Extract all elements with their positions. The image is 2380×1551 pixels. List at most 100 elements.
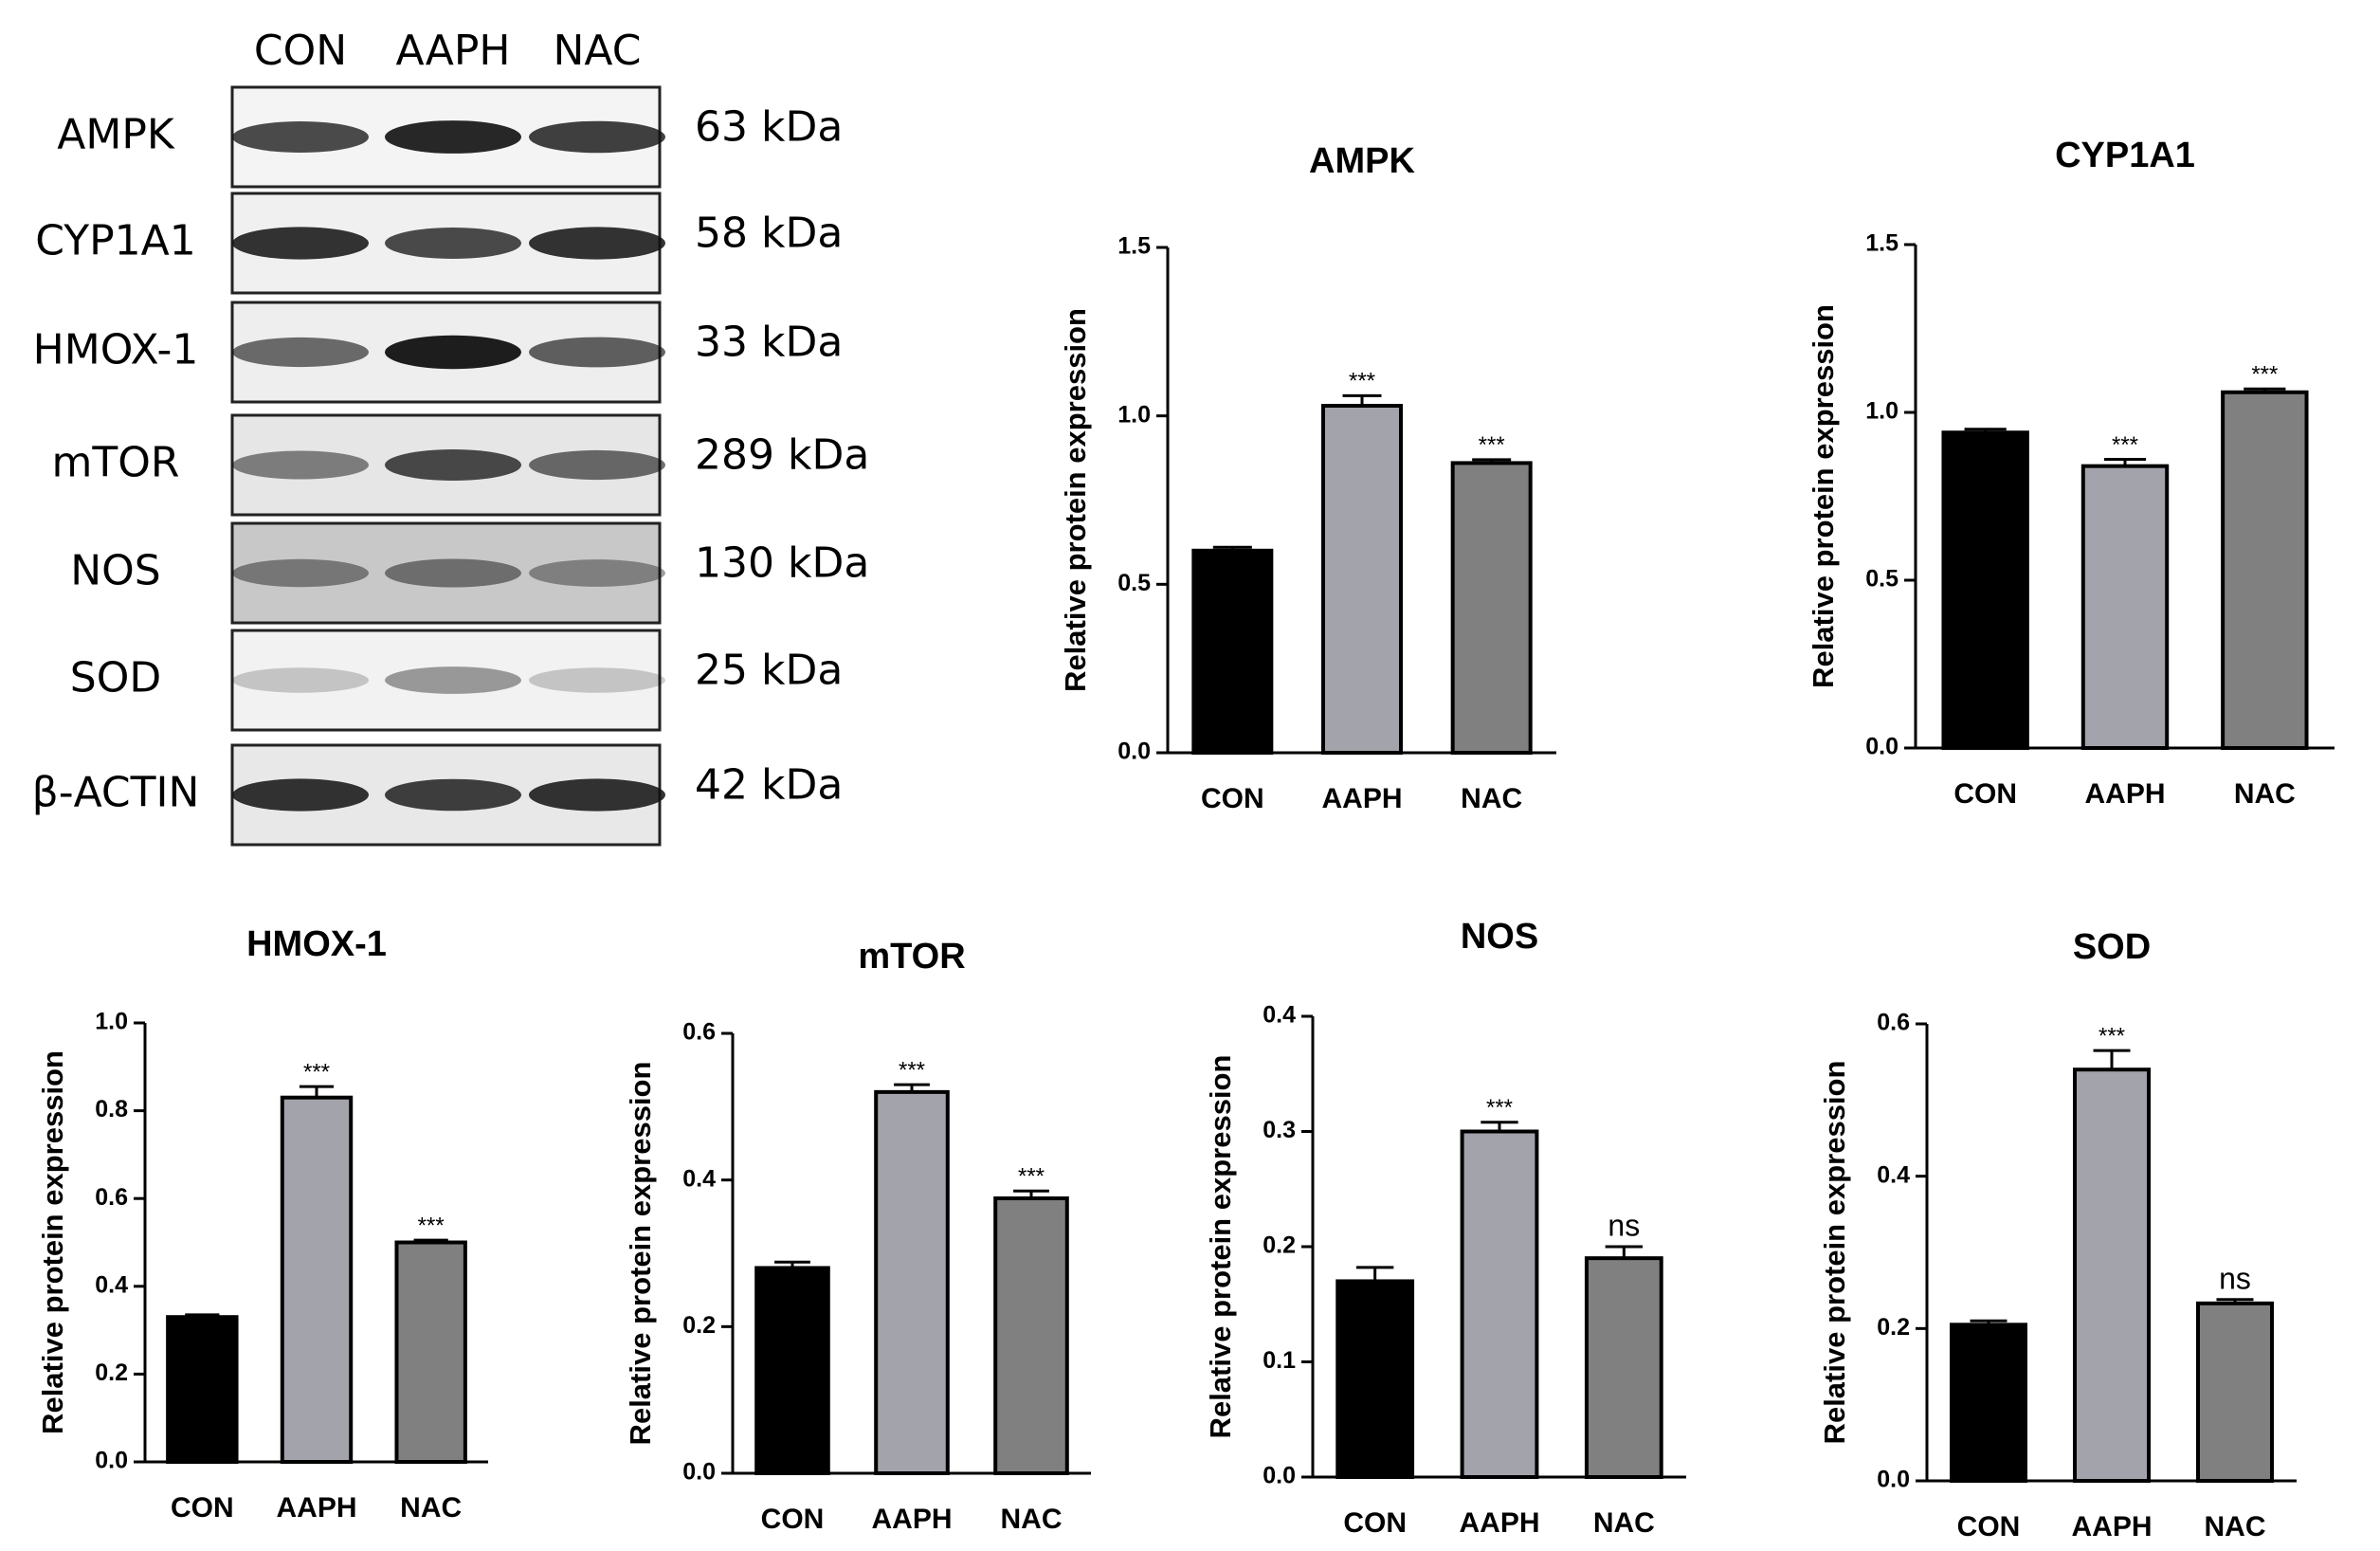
y-tick-label: 1.0 <box>1865 398 1899 425</box>
y-axis-label: Relative protein expression <box>1818 1061 1851 1445</box>
band <box>529 120 665 154</box>
protein-label: β-ACTIN <box>32 769 200 817</box>
y-tick-label: 0.0 <box>682 1459 716 1486</box>
y-tick-label: 0.0 <box>1865 734 1899 760</box>
protein-label: NOS <box>70 547 160 595</box>
y-tick-label: 0.4 <box>682 1165 716 1192</box>
bar <box>2080 464 2170 750</box>
chart-title: NOS <box>1461 917 1538 957</box>
x-tick-label: CON <box>1957 1511 2021 1542</box>
bar <box>2221 390 2309 750</box>
y-axis-label: Relative protein expression <box>1204 1055 1237 1439</box>
band <box>232 227 369 260</box>
size-label: 42 kDa <box>695 761 843 810</box>
y-tick-label: 1.0 <box>1117 401 1151 428</box>
y-tick-label: 0.8 <box>95 1096 128 1122</box>
size-label: 58 kDa <box>695 210 843 258</box>
x-tick-label: CON <box>171 1492 234 1524</box>
y-tick-label: 0.6 <box>95 1184 128 1211</box>
band <box>385 449 521 481</box>
significance: *** <box>1486 1095 1513 1121</box>
x-tick-label: AAPH <box>1321 783 1402 814</box>
x-tick-label: AAPH <box>2084 778 2165 810</box>
band <box>529 337 665 368</box>
x-tick-label: NAC <box>1461 783 1522 814</box>
x-tick-label: NAC <box>400 1492 462 1524</box>
band <box>529 778 665 812</box>
bar <box>1460 1129 1539 1479</box>
y-tick-label: 0.6 <box>1877 1010 1910 1036</box>
significance: *** <box>1349 369 1375 394</box>
y-tick-label: 0.5 <box>1865 566 1899 593</box>
band <box>232 450 369 480</box>
x-tick-label: CON <box>1953 778 2017 810</box>
y-tick-label: 0.2 <box>1877 1314 1910 1341</box>
y-tick-label: 0.1 <box>1263 1347 1296 1374</box>
bar <box>1321 404 1403 755</box>
bar <box>1335 1279 1415 1479</box>
band <box>529 559 665 587</box>
x-tick-label: AAPH <box>276 1492 356 1524</box>
significance: ns <box>1608 1208 1640 1242</box>
lane-label: NAC <box>554 27 642 75</box>
size-label: 63 kDa <box>695 103 843 152</box>
y-axis-label: Relative protein expression <box>36 1050 69 1434</box>
significance: ns <box>2219 1261 2251 1295</box>
blot-panel <box>230 629 662 732</box>
protein-label: AMPK <box>57 111 175 159</box>
bar <box>1584 1256 1663 1480</box>
band <box>385 120 521 154</box>
significance: *** <box>303 1059 330 1085</box>
band <box>232 667 369 693</box>
x-tick-label: NAC <box>1593 1507 1655 1539</box>
x-tick-label: CON <box>1201 783 1264 814</box>
chart-title: AMPK <box>1309 141 1415 181</box>
bar <box>394 1240 467 1464</box>
band <box>385 666 521 694</box>
bar <box>2196 1301 2274 1484</box>
bar <box>280 1095 354 1464</box>
y-axis-label: Relative protein expression <box>624 1062 657 1446</box>
chart-title: mTOR <box>858 937 965 976</box>
bar <box>1450 461 1533 755</box>
x-tick-label: AAPH <box>1459 1507 1539 1539</box>
x-tick-label: CON <box>1343 1507 1407 1539</box>
y-tick-label: 0.2 <box>1263 1232 1296 1259</box>
chart-title: CYP1A1 <box>2055 136 2195 175</box>
y-tick-label: 0.3 <box>1263 1117 1296 1143</box>
band <box>232 558 369 588</box>
y-tick-label: 0.4 <box>1263 1002 1296 1029</box>
bar <box>1191 548 1274 755</box>
y-tick-label: 0.0 <box>1117 739 1151 765</box>
protein-label: HMOX-1 <box>33 326 199 374</box>
lane-label: CON <box>254 27 347 75</box>
x-tick-label: AAPH <box>871 1504 952 1535</box>
bar <box>2073 1067 2151 1483</box>
significance: *** <box>2098 1023 2125 1049</box>
significance: *** <box>899 1057 925 1083</box>
size-label: 33 kDa <box>695 319 843 367</box>
significance: *** <box>2112 432 2138 458</box>
band <box>232 337 369 368</box>
y-tick-label: 0.0 <box>1263 1463 1296 1489</box>
bar <box>754 1266 830 1476</box>
protein-label: CYP1A1 <box>35 217 195 265</box>
x-tick-label: NAC <box>1001 1504 1063 1535</box>
bar <box>993 1196 1069 1475</box>
chart-title: HMOX-1 <box>246 924 387 964</box>
band <box>385 558 521 588</box>
lane-label: AAPH <box>395 27 510 75</box>
y-axis-label: Relative protein expression <box>1059 308 1092 692</box>
band <box>232 121 369 153</box>
bar <box>1950 1323 2027 1483</box>
protein-label: SOD <box>70 654 161 703</box>
band <box>529 449 665 481</box>
size-label: 130 kDa <box>695 539 869 588</box>
y-tick-label: 0.4 <box>1877 1161 1910 1188</box>
x-tick-label: CON <box>761 1504 825 1535</box>
x-tick-label: NAC <box>2234 778 2296 810</box>
significance: *** <box>1479 432 1505 458</box>
band <box>385 778 521 812</box>
chart-title: SOD <box>2073 927 2151 967</box>
